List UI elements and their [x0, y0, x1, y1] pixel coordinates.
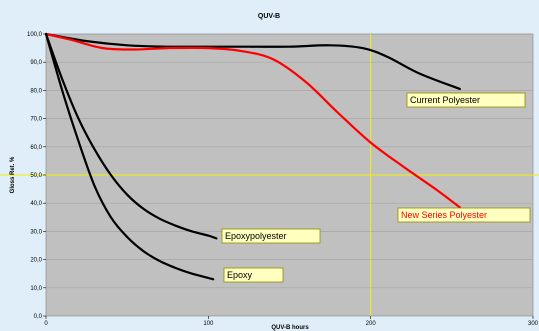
series-lines: [44, 32, 461, 281]
y-tick-label: 70,0: [30, 117, 42, 123]
series-line-epoxy: [44, 32, 215, 281]
callout-label-epoxy: Epoxy: [227, 270, 253, 280]
x-tick-label: 200: [366, 321, 377, 327]
y-tick-label: 30,0: [30, 229, 42, 235]
callout-box-epoxy: [223, 267, 284, 283]
x-tick-label: 0: [44, 321, 48, 327]
callout-box-epoxypolyester: [221, 228, 321, 244]
gridlines: [46, 61, 533, 289]
y-tick-label: 80,0: [30, 88, 42, 94]
series-line-epoxypolyester: [44, 32, 218, 240]
x-axis-ticks: 0 100 200 300: [44, 316, 539, 327]
callout-box-current-polyester: [406, 92, 526, 108]
y-axis-label: Gloss Ret. %: [10, 156, 16, 193]
callout-label-current-polyester: Current Polyester: [410, 95, 480, 105]
y-tick-label: 0,0: [34, 314, 43, 320]
y-axis-ticks: 0,0 10,0 20,0 30,0 40,0 50,0 60,0 70,0 80,0 90,0 1…: [27, 32, 46, 320]
chart-title: QUV-B: [258, 13, 280, 20]
x-axis-label: QUV-B hours: [271, 325, 309, 331]
callout-label-new-series-polyester: New Series Polyester: [401, 210, 487, 220]
y-tick-label: 90,0: [30, 60, 42, 66]
y-tick-label: 60,0: [30, 145, 42, 151]
x-tick-label: 300: [528, 321, 539, 327]
series-line-current-polyester: [44, 32, 461, 91]
y-tick-label: 10,0: [30, 286, 42, 292]
y-tick-label: 50,0: [30, 173, 42, 179]
y-tick-label: 100,0: [27, 32, 43, 38]
series-callouts: Current Polyester New Series Polyester Epo…: [221, 92, 531, 283]
callout-box-new-series-polyester: [397, 207, 531, 223]
y-tick-label: 20,0: [30, 258, 42, 264]
series-line-new-series-polyester: [44, 32, 461, 209]
y-tick-label: 40,0: [30, 201, 42, 207]
callout-label-epoxypolyester: Epoxypolyester: [225, 231, 287, 241]
x-tick-label: 100: [203, 321, 214, 327]
